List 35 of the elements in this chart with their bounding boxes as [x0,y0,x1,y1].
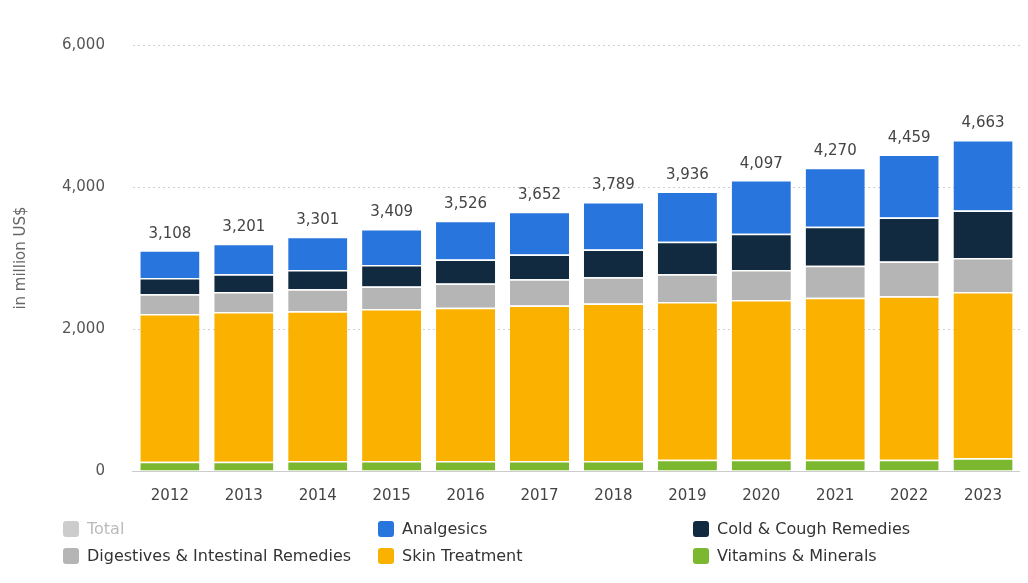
total-label: 3,652 [518,185,561,204]
x-tick-label: 2014 [298,485,337,504]
y-tick-label: 6,000 [61,34,105,53]
x-tick-label: 2017 [520,485,559,504]
legend-label: Skin Treatment [402,546,523,565]
legend-label: Total [87,519,125,538]
x-tick-label: 2023 [963,485,1003,504]
total-label: 4,663 [961,113,1005,132]
total-label: 3,936 [665,164,709,183]
legend-label: Digestives & Intestinal Remedies [87,546,352,565]
x-tick-label: 2013 [224,485,263,504]
total-label: 3,409 [370,202,414,221]
y-tick-label: 2,000 [61,318,105,337]
total-label: 3,526 [444,194,488,213]
x-tick-label: 2022 [890,485,929,504]
x-tick-label: 2018 [594,485,633,504]
y-axis-title: in million US$ [10,206,29,310]
y-tick-label: 4,000 [61,176,105,195]
total-label: 3,108 [148,223,192,242]
x-tick-label: 2012 [150,485,189,504]
legend-label: Cold & Cough Remedies [717,519,911,538]
legend-label: Analgesics [402,519,488,538]
total-label: 3,301 [296,210,340,229]
x-tick-label: 2016 [446,485,485,504]
x-tick-label: 2021 [816,485,855,504]
total-label: 3,789 [591,175,635,194]
x-tick-label: 2015 [372,485,411,504]
total-label: 4,459 [887,127,931,146]
total-label: 3,201 [222,217,266,236]
total-label: 4,270 [813,141,857,160]
x-tick-label: 2019 [668,485,707,504]
legend-label: Vitamins & Minerals [717,546,877,565]
total-label: 4,097 [739,153,783,172]
y-tick-label: 0 [95,460,105,479]
x-tick-label: 2020 [742,485,781,504]
